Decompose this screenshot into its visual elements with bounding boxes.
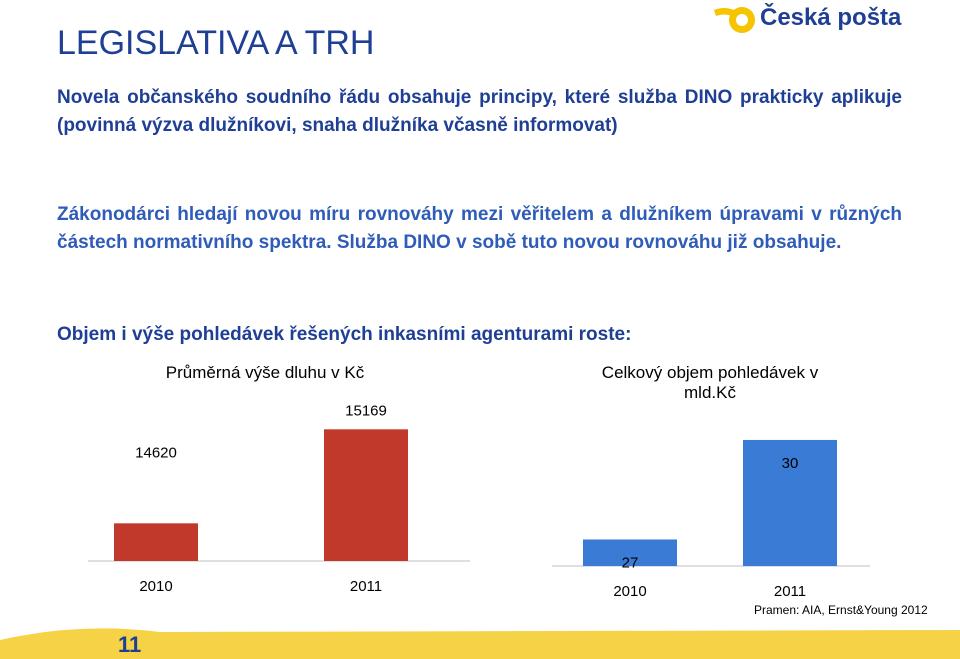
chart2-value-label-2010: 27 (622, 554, 639, 571)
chart1-value-label-2011: 15169 (345, 402, 387, 419)
chart2-category-label-2010: 2010 (613, 583, 646, 600)
chart2-bar-2011 (743, 439, 837, 566)
footer-band (0, 628, 960, 659)
chart1-title: Průměrná výše dluhu v Kč (165, 363, 365, 382)
slide-title: LEGISLATIVA A TRH (57, 24, 375, 62)
chart2-value-label-2011: 30 (782, 455, 799, 472)
chart1-value-label-2010: 14620 (135, 444, 177, 461)
chart2-category-label-2011: 2011 (774, 583, 806, 600)
chart1-category-label-2010: 2010 (139, 578, 172, 595)
chart1-category-label-2011: 2011 (350, 578, 382, 595)
chart2-bar-2010 (583, 539, 677, 566)
posthorn-icon (714, 7, 755, 33)
paragraph-objem: Objem i výše pohledávek řešených inkasní… (57, 324, 632, 345)
chart1-bar-2010 (114, 523, 198, 561)
logo-text: Česká pošta (760, 4, 902, 31)
ceska-posta-logo: Česká pošta (712, 4, 932, 40)
page-number: 11 (118, 632, 142, 657)
paragraph-zakonodarci: Zákonodárci hledají novou míru rovnováhy… (57, 204, 902, 253)
source-note: Pramen: AIA, Ernst&Young 2012 (754, 603, 928, 617)
chart2-title: Celkový objem pohledávek v mld.Kč (601, 363, 819, 402)
chart1-bar-2011 (324, 429, 408, 561)
paragraph-novela: Novela občanského soudního řádu obsahuje… (57, 87, 902, 136)
